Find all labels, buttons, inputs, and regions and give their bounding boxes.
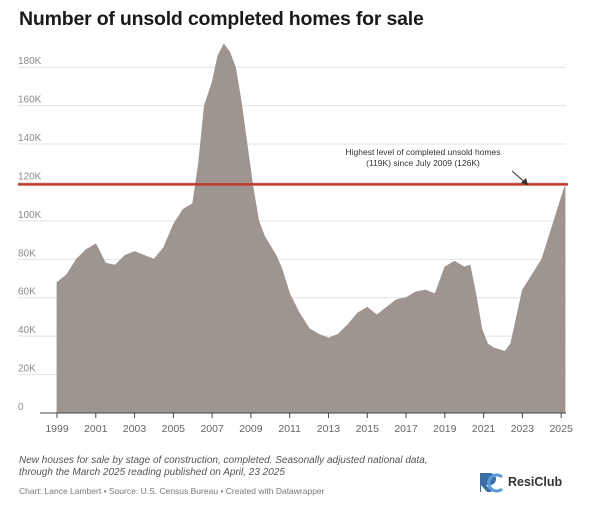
x-tick-label: 2007 — [200, 423, 224, 435]
axes: 0 20K 40K 60K 80K 100K 120K 140K 160K 180K 1999 200… — [18, 56, 573, 435]
series-area — [56, 43, 566, 414]
chart-title: Number of unsold completed homes for sal… — [19, 8, 424, 30]
chart-credit: Chart: Lance Lambert • Source: U.S. Cens… — [19, 486, 325, 496]
y-tick-label: 0 — [18, 402, 24, 413]
x-tick-label: 2013 — [317, 423, 341, 435]
x-tick-label: 2017 — [394, 423, 418, 435]
x-tick-label: 2015 — [356, 423, 380, 435]
y-tick-label: 40K — [18, 325, 36, 336]
series-area-group — [56, 43, 566, 414]
resiclub-logo-icon — [480, 473, 503, 493]
annotation: Highest level of completed unsold homes(… — [346, 147, 529, 186]
brand-name: ResiClub — [508, 475, 563, 489]
x-tick-label: 2019 — [433, 423, 457, 435]
x-tick-label: 2005 — [162, 423, 186, 435]
y-tick-label: 160K — [18, 95, 42, 106]
y-tick-label: 180K — [18, 56, 42, 67]
x-tick-label: 2011 — [278, 423, 301, 435]
note-line-2: through the March 2025 reading published… — [19, 467, 285, 478]
x-tick-label: 2021 — [472, 423, 496, 435]
area-chart: 0 20K 40K 60K 80K 100K 120K 140K 160K 180K 1999 200… — [18, 43, 573, 435]
y-tick-label: 60K — [18, 287, 36, 298]
x-tick-label: 2009 — [239, 423, 263, 435]
y-tick-label: 20K — [18, 364, 36, 375]
x-tick-label: 2001 — [84, 423, 108, 435]
x-tick-label: 2003 — [123, 423, 147, 435]
y-tick-label: 120K — [18, 171, 42, 182]
note-line-1: New houses for sale by stage of construc… — [19, 455, 428, 466]
chart-note: New houses for sale by stage of construc… — [19, 455, 489, 479]
y-tick-label: 140K — [18, 133, 42, 144]
resiclub-logo: ResiClub — [478, 470, 562, 494]
x-tick-label: 2025 — [549, 423, 573, 435]
annotation-line-1: Highest level of completed unsold homes — [346, 147, 501, 157]
annotation-line-2: (119K) since July 2009 (126K) — [366, 158, 480, 168]
y-tick-label: 80K — [18, 248, 36, 259]
y-tick-label: 100K — [18, 210, 42, 221]
x-tick-label: 2023 — [511, 423, 535, 435]
annotation-arrow-head — [521, 178, 528, 185]
x-tick-label: 1999 — [45, 423, 69, 435]
